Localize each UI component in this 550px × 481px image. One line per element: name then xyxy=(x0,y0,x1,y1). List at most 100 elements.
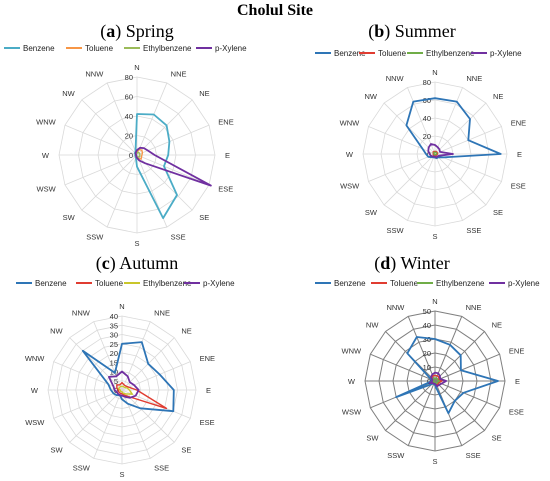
spoke-ese xyxy=(434,153,502,182)
direction-label-wnw: WNW xyxy=(340,119,360,128)
direction-label-n: N xyxy=(119,302,124,311)
direction-label-w: W xyxy=(42,151,50,160)
tick-label-10: 10 xyxy=(423,363,431,372)
direction-label-se: SE xyxy=(492,434,502,443)
direction-label-nnw: NNW xyxy=(85,70,104,79)
series-ethylbenzene xyxy=(431,377,440,385)
legend-label-toluene: Toluene xyxy=(85,44,114,53)
direction-label-ne: NE xyxy=(199,89,209,98)
direction-label-nw: NW xyxy=(50,327,63,336)
series-toluene xyxy=(116,381,168,410)
figure-title: Cholul Site xyxy=(236,2,313,19)
panel-spring: (a) Spring Benzene Toluene Ethylbenzene p-Xy… xyxy=(0,18,275,253)
direction-label-nnw: NNW xyxy=(386,74,405,83)
direction-label-ene: ENE xyxy=(511,119,526,128)
direction-label-ese: ESE xyxy=(509,408,524,417)
direction-label-sw: SW xyxy=(51,445,64,454)
direction-label-n: N xyxy=(432,297,437,306)
spoke-nw xyxy=(69,337,123,391)
tick-label-40: 40 xyxy=(125,112,133,121)
direction-label-ssw: SSW xyxy=(387,451,405,460)
series-ethylbenzene xyxy=(432,151,438,156)
direction-label-ese: ESE xyxy=(200,418,215,427)
legend-label-p-xylene: p-Xylene xyxy=(203,279,235,288)
legend-label-toluene: Toluene xyxy=(95,279,124,288)
radar-grid xyxy=(362,81,508,227)
spoke-ene xyxy=(136,124,210,156)
direction-label-ene: ENE xyxy=(509,346,524,355)
tick-label-50: 50 xyxy=(423,307,431,316)
legend-label-toluene: Toluene xyxy=(390,279,419,288)
tick-label-5: 5 xyxy=(114,377,118,386)
panel-title: (c) Autumn xyxy=(96,253,179,274)
tick-label-80: 80 xyxy=(423,78,431,87)
tick-label-40: 40 xyxy=(423,321,431,330)
tick-label-40: 40 xyxy=(423,114,431,123)
direction-label-nnw: NNW xyxy=(72,308,91,317)
direction-label-sse: SSE xyxy=(466,451,481,460)
legend-label-p-xylene: p-Xylene xyxy=(508,279,540,288)
direction-label-se: SE xyxy=(493,208,503,217)
direction-label-wnw: WNW xyxy=(36,117,56,126)
spoke-ese xyxy=(121,389,191,419)
legend-label-benzene: Benzene xyxy=(334,279,366,288)
series-p-xylene xyxy=(427,143,454,159)
direction-label-w: W xyxy=(348,377,356,386)
series-ethylbenzene xyxy=(117,385,134,395)
legend: Benzene Toluene Ethylbenzene p-Xylene xyxy=(315,279,540,288)
panel-title: (b) Summer xyxy=(368,21,456,42)
direction-label-ssw: SSW xyxy=(387,226,405,235)
spoke-ssw xyxy=(407,153,436,221)
series-p-xylene xyxy=(428,371,448,388)
spoke-ne xyxy=(434,102,487,155)
tick-label-20: 20 xyxy=(423,132,431,141)
radar-chart-autumn: (c) Autumn Benzene Toluene Ethylbenzene p-Xy… xyxy=(16,253,235,479)
tick-label-40: 40 xyxy=(110,312,118,321)
series-p-xylene xyxy=(108,370,140,399)
legend-label-benzene: Benzene xyxy=(334,49,366,58)
direction-label-sw: SW xyxy=(365,208,378,217)
legend-label-p-xylene: p-Xylene xyxy=(490,49,522,58)
direction-label-wsw: WSW xyxy=(25,418,45,427)
tick-label-35: 35 xyxy=(110,321,118,330)
spoke-ese xyxy=(136,154,210,186)
panel-letter: c xyxy=(102,253,110,273)
direction-label-ese: ESE xyxy=(218,185,233,194)
direction-label-n: N xyxy=(432,68,437,77)
legend-label-ethylbenzene: Ethylbenzene xyxy=(426,49,475,58)
direction-label-w: W xyxy=(31,386,39,395)
direction-label-wnw: WNW xyxy=(25,354,45,363)
panel-letter: b xyxy=(374,21,384,41)
spoke-se xyxy=(434,380,485,431)
direction-label-sw: SW xyxy=(63,213,76,222)
legend: Benzene Toluene Ethylbenzene p-Xylene xyxy=(16,279,235,288)
tick-label-25: 25 xyxy=(110,340,118,349)
spoke-ssw xyxy=(407,380,436,446)
legend-label-p-xylene: p-Xylene xyxy=(215,44,247,53)
direction-label-w: W xyxy=(346,150,354,159)
direction-label-e: E xyxy=(225,151,230,160)
tick-label-30: 30 xyxy=(423,335,431,344)
direction-label-e: E xyxy=(517,150,522,159)
direction-label-se: SE xyxy=(181,445,191,454)
panel-autumn: (c) Autumn Benzene Toluene Ethylbenzene p-Xy… xyxy=(0,253,275,479)
radar-chart-spring: (a) Spring Benzene Toluene Ethylbenzene p-Xy… xyxy=(4,21,247,248)
legend-label-toluene: Toluene xyxy=(378,49,407,58)
direction-label-ene: ENE xyxy=(200,354,215,363)
spoke-wnw xyxy=(370,353,436,382)
spoke-sw xyxy=(383,153,436,206)
panel-title: (a) Spring xyxy=(100,21,174,42)
spoke-ene xyxy=(434,353,500,382)
direction-label-ssw: SSW xyxy=(73,464,91,473)
spoke-ne xyxy=(434,331,485,382)
direction-label-nnw: NNW xyxy=(386,303,405,312)
direction-label-n: N xyxy=(134,63,139,72)
tick-label-20: 20 xyxy=(423,349,431,358)
panel-winter: (d) Winter Benzene Toluene Ethylbenzene p-Xy… xyxy=(275,253,550,479)
series-benzene xyxy=(81,341,175,413)
spoke-se xyxy=(434,153,487,206)
tick-label-0: 0 xyxy=(129,151,133,160)
direction-label-sse: SSE xyxy=(154,464,169,473)
spoke-wsw xyxy=(368,153,436,182)
